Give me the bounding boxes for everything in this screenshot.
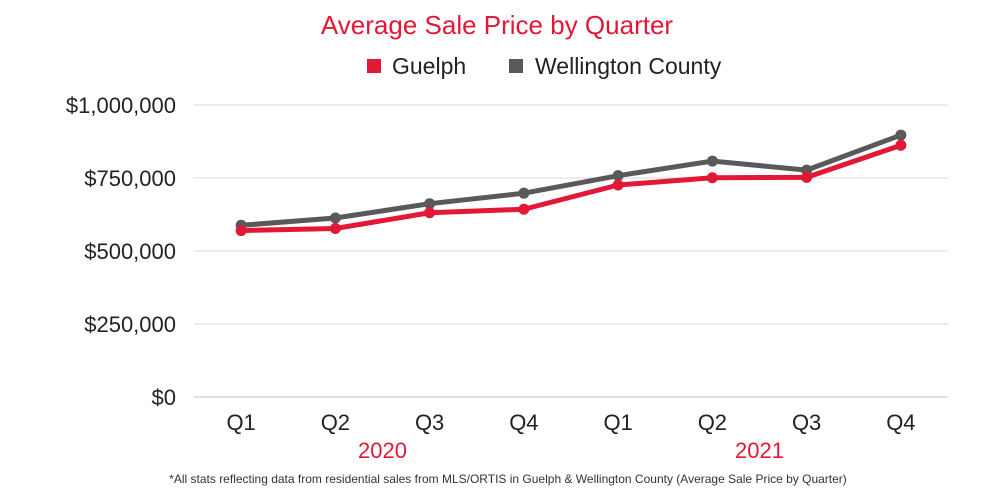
data-point: [329, 212, 341, 224]
footnote: *All stats reflecting data from resident…: [169, 472, 847, 486]
legend: Guelph Wellington County: [367, 53, 722, 79]
data-point: [706, 155, 718, 167]
data-point: [424, 198, 436, 210]
y-tick-label: $0: [152, 385, 176, 410]
series-guelph: [235, 139, 907, 237]
data-point: [235, 225, 247, 237]
x-tick-label: Q1: [226, 410, 255, 435]
x-tick-label: Q2: [321, 410, 350, 435]
data-point: [424, 207, 436, 219]
y-tick-label: $750,000: [84, 166, 176, 191]
legend-label: Wellington County: [535, 53, 722, 79]
chart-title: Average Sale Price by Quarter: [321, 10, 673, 40]
legend-label: Guelph: [392, 53, 466, 79]
data-point: [895, 129, 907, 141]
y-tick-label: $500,000: [84, 239, 176, 264]
x-tick-label: Q3: [792, 410, 821, 435]
data-point: [895, 139, 907, 151]
year-group-label: 2021: [735, 438, 784, 463]
legend-swatch: [509, 59, 523, 73]
year-group-label: 2020: [358, 438, 407, 463]
x-tick-label: Q3: [415, 410, 444, 435]
legend-swatch: [367, 59, 381, 73]
x-axis: Q1 Q2 Q3 Q4 Q1 Q2 Q3 Q4 2020 2021: [226, 410, 915, 463]
x-tick-label: Q1: [603, 410, 632, 435]
x-tick-label: Q4: [886, 410, 915, 435]
data-point: [801, 171, 813, 183]
y-axis: $0 $250,000 $500,000 $750,000 $1,000,000: [66, 93, 176, 410]
x-tick-label: Q4: [509, 410, 538, 435]
y-tick-label: $250,000: [84, 312, 176, 337]
series-line: [238, 132, 904, 228]
data-point: [518, 203, 530, 215]
data-point: [706, 172, 718, 184]
data-point: [329, 223, 341, 235]
gridlines: [194, 104, 948, 398]
x-tick-label: Q2: [698, 410, 727, 435]
data-point: [518, 187, 530, 199]
series-line: [238, 142, 904, 234]
y-tick-label: $1,000,000: [66, 93, 176, 118]
data-point: [612, 170, 624, 182]
data-point: [612, 179, 624, 191]
series-layer: [235, 129, 907, 237]
